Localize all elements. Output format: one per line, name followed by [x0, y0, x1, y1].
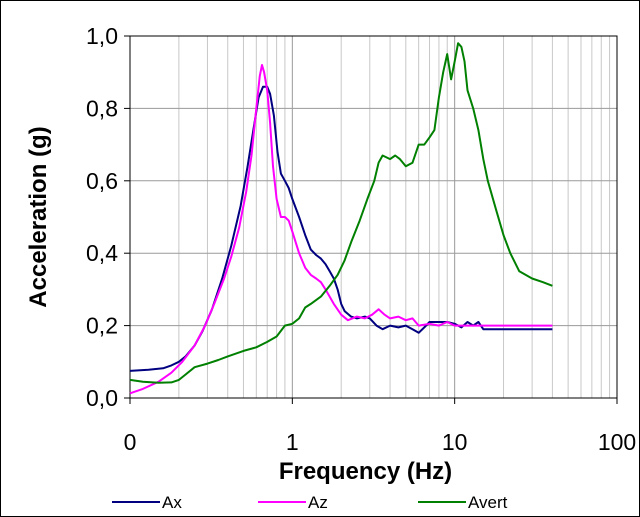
y-tick-label: 0,2 — [86, 313, 118, 339]
x-axis-title: Frequency (Hz) — [279, 458, 452, 485]
series-layer — [129, 42, 553, 395]
x-tick-label: 10 — [442, 429, 468, 455]
x-tick-label: 0 — [124, 429, 137, 455]
y-tick-label: 1,0 — [86, 23, 118, 49]
y-tick-label: 0,4 — [86, 240, 118, 266]
legend: Ax Az Avert — [112, 493, 508, 512]
legend-label-ax: Ax — [162, 493, 182, 512]
grid — [130, 36, 617, 398]
x-tick-label: 100 — [598, 429, 636, 455]
x-tick-label: 1 — [286, 429, 299, 455]
y-axis-title: Acceleration (g) — [25, 126, 52, 307]
y-tick-label: 0,6 — [86, 168, 118, 194]
legend-label-az: Az — [308, 493, 328, 512]
series-line-avert — [129, 42, 553, 384]
y-tick-label: 0,0 — [86, 385, 118, 411]
legend-label-avert: Avert — [468, 493, 508, 512]
series-line-az — [129, 64, 553, 395]
y-tick-label: 0,8 — [86, 95, 118, 121]
plot-area-border — [129, 35, 618, 399]
axes: 0,0 0,2 0,4 0,6 0,8 1,0 0 1 10 100 — [86, 23, 636, 455]
